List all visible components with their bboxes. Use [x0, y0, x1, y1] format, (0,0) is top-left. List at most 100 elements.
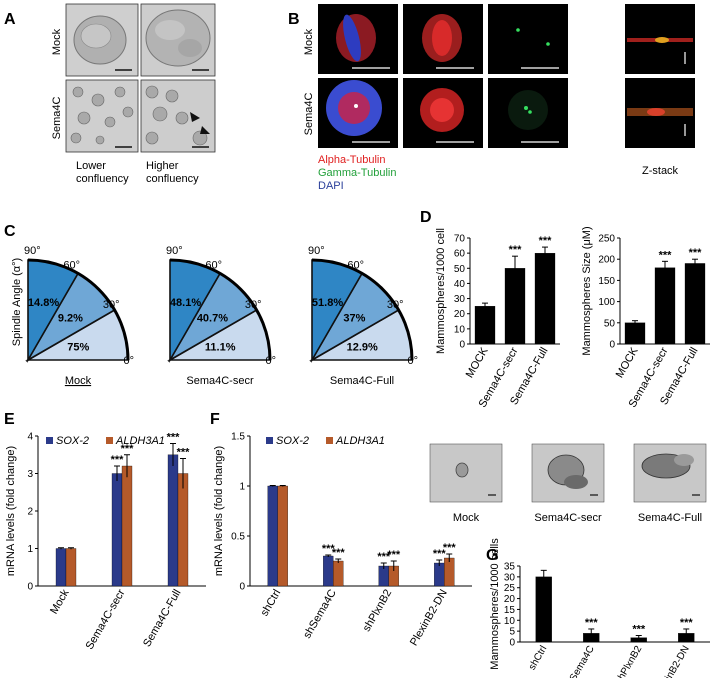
significance-label: *** — [509, 244, 523, 256]
significance-label: *** — [111, 454, 125, 466]
y-tick-label: 5 — [509, 627, 515, 638]
significance-label: *** — [680, 617, 694, 629]
y-tick-label: 30 — [504, 572, 516, 583]
x-tick-label: Sema4C-Full — [141, 588, 183, 650]
bar — [534, 252, 556, 345]
y-tick-label: 1.5 — [231, 432, 245, 443]
bar — [177, 473, 189, 587]
panel-a-row-mock: Mock — [51, 28, 63, 55]
y-tick-label: 100 — [598, 297, 615, 308]
sector-label: 14.8% — [28, 297, 59, 309]
panel-b-zstack-sema4c — [625, 78, 695, 148]
significance-label: *** — [322, 543, 336, 555]
y-axis-label: mRNA levels (fold change) — [5, 446, 17, 576]
panel-letter-d: D — [420, 209, 432, 226]
bar — [434, 562, 445, 587]
angle-tick: 30° — [103, 299, 120, 311]
sector-label: 51.8% — [312, 297, 343, 309]
x-tick-label: shPlxnB2 — [614, 644, 645, 678]
quadrant-chart-title: Mock — [65, 375, 92, 387]
y-axis-label: Mammospheres Size (μM) — [581, 226, 593, 355]
panel-a-image-mock-low — [65, 3, 139, 77]
y-tick-label: 3 — [27, 469, 33, 480]
panel-a-image-mock-high — [140, 3, 216, 77]
sector-label: 48.1% — [170, 297, 201, 309]
quadrant-chart-sema4c-full: 12.9% 37%51.8% 0° 30° 60° 90° Sema4C-Full — [308, 245, 418, 387]
panel-b-alpha-mock — [403, 4, 483, 74]
panel-a-col-lower-2: confluency — [76, 173, 129, 185]
bar — [121, 465, 133, 587]
panel-b-alpha-sema4c — [403, 78, 483, 148]
bar — [535, 576, 552, 643]
quadrant-chart-mock: 75% 9.2% 14.8% 0° 30° 60° 90° Mock — [24, 245, 134, 387]
panel-b-merge-mock — [318, 4, 398, 74]
panel-b-merge-sema4c — [318, 78, 398, 148]
sector-label: 75% — [67, 342, 89, 354]
y-tick-label: 10 — [504, 616, 516, 627]
angle-tick: 60° — [205, 259, 222, 271]
angle-tick: 0° — [265, 355, 276, 367]
panel-d-left-chart: 0 10 20 30 40 50 60 70 Mammospheres/1000 cell MOC… — [435, 228, 560, 410]
bar — [55, 548, 67, 587]
panel-a-col-lower-1: Lower — [76, 160, 106, 172]
panel-c-ylabel: Spindle Angle (α°) — [11, 258, 23, 346]
bar — [474, 305, 496, 345]
panel-b-row-mock: Mock — [303, 28, 315, 55]
quadrant-chart-sema4c-secr: 11.1% 40.7% 48.1% 0° 30° 60° 90° Sema4C-secr — [166, 245, 276, 387]
angle-tick: 60° — [347, 259, 364, 271]
panel-b-gamma-mock — [488, 4, 568, 74]
angle-tick: 0° — [123, 355, 134, 367]
y-tick-label: 150 — [598, 276, 615, 287]
bar — [654, 267, 676, 345]
legend-swatch — [106, 437, 113, 444]
y-tick-label: 30 — [454, 294, 466, 305]
legend-entry: ALDH3A1 — [335, 435, 385, 447]
panel-letter-a: A — [4, 11, 16, 28]
y-tick-label: 250 — [598, 234, 615, 245]
y-tick-label: 0 — [239, 582, 245, 593]
bar — [333, 560, 344, 587]
y-tick-label: 4 — [27, 432, 33, 443]
sector-label: 37% — [343, 313, 365, 325]
panel-letter-g: G — [486, 547, 498, 564]
y-tick-label: 35 — [504, 562, 516, 573]
significance-label: *** — [332, 547, 346, 559]
x-tick-label: shCtrl — [527, 644, 550, 672]
significance-label: *** — [585, 617, 599, 629]
legend-entry: ALDH3A1 — [115, 435, 165, 447]
angle-tick: 0° — [407, 355, 418, 367]
quadrant-chart-title: Sema4C-secr — [186, 375, 254, 387]
y-tick-label: 1 — [239, 482, 245, 493]
panel-letter-b: B — [288, 11, 300, 28]
bar — [624, 322, 646, 345]
angle-tick: 30° — [245, 299, 262, 311]
significance-label: *** — [433, 548, 447, 560]
legend-entry: SOX-2 — [56, 435, 89, 447]
panel-a-image-sema4c-low — [65, 79, 139, 153]
panel-b-zstack-mock — [625, 4, 695, 74]
y-tick-label: 15 — [504, 605, 516, 616]
bar — [111, 473, 123, 587]
y-tick-label: 20 — [504, 594, 516, 605]
x-tick-label: PlexinB2-DN — [408, 587, 450, 648]
quadrant-chart-title: Sema4C-Full — [330, 375, 394, 387]
x-tick-label: shSema4C — [563, 644, 597, 678]
bar — [684, 263, 706, 345]
panel-b-legend-alpha: Alpha-Tubulin — [318, 154, 385, 166]
y-tick-label: 0 — [609, 340, 615, 351]
significance-label: *** — [387, 549, 401, 561]
x-tick-label: PlexinB2-DN — [654, 644, 692, 678]
significance-label: *** — [167, 432, 181, 444]
significance-label: *** — [443, 542, 457, 554]
panel-b-row-sema4c: Sema4C — [303, 93, 315, 136]
arrowhead-icon — [200, 126, 210, 134]
sector-label: 9.2% — [58, 313, 83, 325]
panel-letter-f: F — [210, 411, 220, 428]
y-tick-label: 10 — [454, 324, 466, 335]
quadrant-arc — [311, 258, 414, 361]
significance-label: *** — [121, 443, 135, 455]
